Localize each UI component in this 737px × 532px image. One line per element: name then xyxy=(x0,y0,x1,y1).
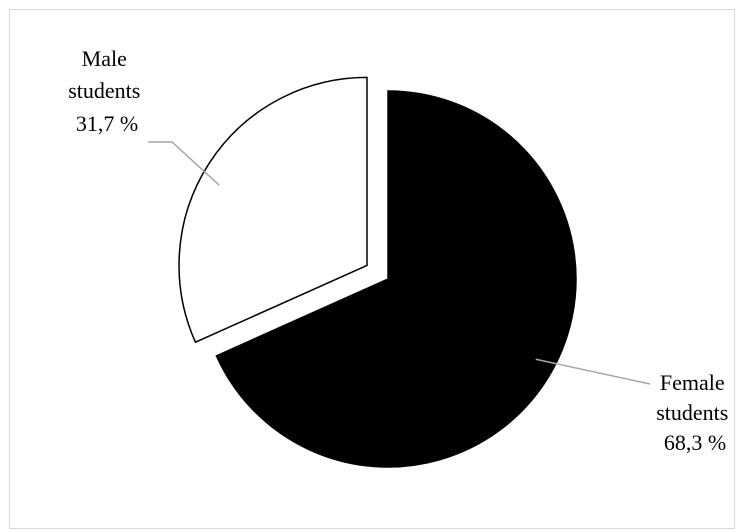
female-label: Female students 68,3 % xyxy=(656,370,734,455)
leader-lines xyxy=(148,141,651,385)
pie-slice-male-students xyxy=(178,76,368,344)
female-label-line-1: Female xyxy=(660,370,725,395)
male-label: Male students 31,7 % xyxy=(68,46,146,136)
male-label-line-1: Male xyxy=(82,46,127,71)
male-label-value: 31,7 % xyxy=(76,111,138,136)
female-label-value: 68,3 % xyxy=(664,430,726,455)
leader-line-male-students xyxy=(148,141,220,186)
pie-slice-female-students xyxy=(215,90,577,468)
male-label-line-2: students xyxy=(68,78,140,103)
pie-slices xyxy=(178,76,577,468)
female-label-line-2: students xyxy=(656,400,728,425)
leader-line-female-students xyxy=(535,358,651,385)
